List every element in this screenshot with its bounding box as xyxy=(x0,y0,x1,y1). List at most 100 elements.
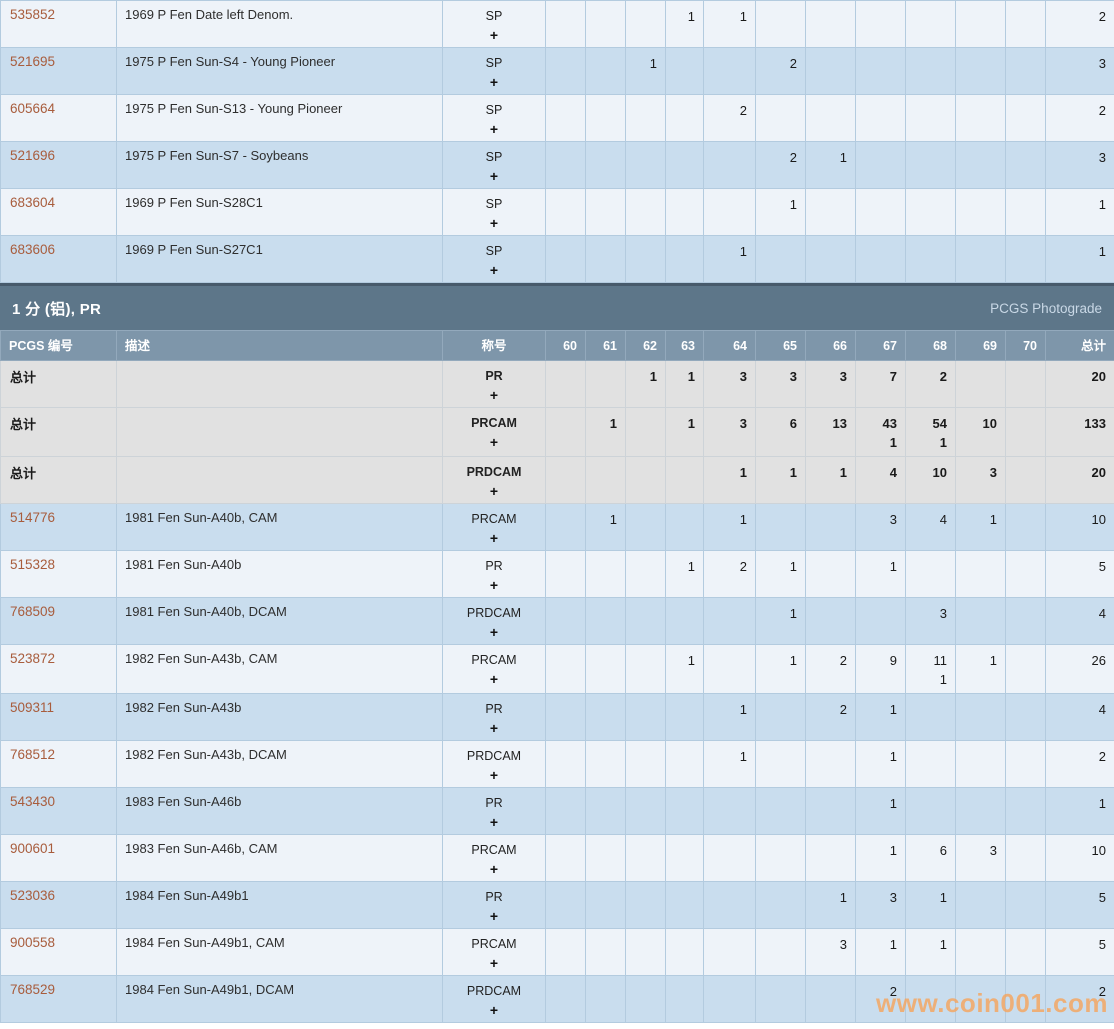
row-total-cell: 20 xyxy=(1045,456,1114,504)
pcgs-number-link[interactable]: 543430 xyxy=(10,794,56,809)
description-cell: 1984 Fen Sun-A49b1 xyxy=(116,881,443,929)
pcgs-number-link[interactable]: 509311 xyxy=(10,700,55,715)
plus-expander-button[interactable]: + xyxy=(489,483,499,499)
grade-count-cell xyxy=(585,360,626,408)
plus-expander-button[interactable]: + xyxy=(489,624,499,640)
grade-count-cell xyxy=(905,787,956,835)
grade-count-cell xyxy=(1005,881,1046,929)
pcgs-number-link[interactable]: 900558 xyxy=(10,935,56,950)
plus-expander-button[interactable]: + xyxy=(489,74,499,90)
grade-count-cell xyxy=(805,188,856,236)
plus-expander-button[interactable]: + xyxy=(489,861,499,877)
grade-count-cell xyxy=(625,644,666,694)
table-row: 900601 1983 Fen Sun-A46b, CAM PRCAM +1 6 3 10 xyxy=(0,834,1114,882)
table-row: 总计 PR +1 1 3 3 3 7 2 20 xyxy=(0,360,1114,408)
grade-count-cell: 3 xyxy=(955,456,1006,504)
designation-label: SP xyxy=(485,150,503,164)
grade-count-cell xyxy=(665,456,704,504)
grade-count-cell xyxy=(755,503,806,551)
plus-expander-button[interactable]: + xyxy=(489,387,499,403)
grade-count-cell xyxy=(755,235,806,283)
pcgs-number-link[interactable]: 514776 xyxy=(10,510,56,525)
plus-expander-button[interactable]: + xyxy=(489,27,499,43)
grade-count-cell xyxy=(625,597,666,645)
pcgs-number-link[interactable]: 521696 xyxy=(10,148,56,163)
grade-count-cell: 1 xyxy=(855,787,906,835)
row-total-cell: 2 xyxy=(1045,0,1114,48)
grade-count-cell: 1 xyxy=(665,407,704,457)
description-cell: 1981 Fen Sun-A40b, CAM xyxy=(116,503,443,551)
pcgs-number-cell: 523036 xyxy=(0,881,117,929)
pr-section-table: PCGS 编号 描述 称号 60 61 62 63 64 65 66 67 68… xyxy=(0,330,1114,1023)
table-row: 543430 1983 Fen Sun-A46b PR +1 1 xyxy=(0,787,1114,835)
pcgs-number-link[interactable]: 535852 xyxy=(10,7,56,22)
grade-count-cell xyxy=(755,787,806,835)
photograde-link[interactable]: PCGS Photograde xyxy=(990,300,1102,316)
grade-count-cell xyxy=(955,141,1006,189)
grade-count-cell xyxy=(625,881,666,929)
plus-expander-button[interactable]: + xyxy=(489,577,499,593)
plus-expander-button[interactable]: + xyxy=(489,530,499,546)
pcgs-number-link[interactable]: 768509 xyxy=(10,604,56,619)
pcgs-number-link[interactable]: 683604 xyxy=(10,195,56,210)
grade-count-cell xyxy=(545,360,586,408)
plus-expander-button[interactable]: + xyxy=(489,434,499,450)
col-header-65: 65 xyxy=(755,330,806,361)
description-cell: 1981 Fen Sun-A40b, DCAM xyxy=(116,597,443,645)
table-row: 768529 1984 Fen Sun-A49b1, DCAM PRDCAM +2 2 xyxy=(0,975,1114,1023)
grade-count-cell: 1 xyxy=(805,881,856,929)
plus-expander-button[interactable]: + xyxy=(489,215,499,231)
description-cell xyxy=(116,360,443,408)
row-total-cell: 3 xyxy=(1045,47,1114,95)
grade-count-cell xyxy=(1005,503,1046,551)
table-row: 523036 1984 Fen Sun-A49b1 PR +1 3 1 5 xyxy=(0,881,1114,929)
pcgs-number-link[interactable]: 521695 xyxy=(10,54,56,69)
pcgs-number-link[interactable]: 683606 xyxy=(10,242,56,257)
sp-section-table: 535852 1969 P Fen Date left Denom. SP +1 1 2 5… xyxy=(0,0,1114,283)
plus-expander-button[interactable]: + xyxy=(489,168,499,184)
plus-expander-button[interactable]: + xyxy=(489,908,499,924)
grade-count-cell xyxy=(1005,360,1046,408)
plus-expander-button[interactable]: + xyxy=(489,262,499,278)
plus-expander-button[interactable]: + xyxy=(489,767,499,783)
grade-count-cell xyxy=(805,834,856,882)
designation-label: PRDCAM xyxy=(466,465,522,479)
pcgs-number-link[interactable]: 768529 xyxy=(10,982,56,997)
plus-expander-button[interactable]: + xyxy=(489,814,499,830)
grade-count-cell xyxy=(1005,740,1046,788)
grade-count-cell xyxy=(625,0,666,48)
row-total-cell: 2 xyxy=(1045,975,1114,1023)
pcgs-number-link[interactable]: 515328 xyxy=(10,557,56,572)
description-cell: 1975 P Fen Sun-S4 - Young Pioneer xyxy=(116,47,443,95)
description-cell: 1982 Fen Sun-A43b, CAM xyxy=(116,644,443,694)
plus-expander-button[interactable]: + xyxy=(489,121,499,137)
designation-cell: PRCAM + xyxy=(442,928,546,976)
pcgs-number-link[interactable]: 605664 xyxy=(10,101,56,116)
table-row: 605664 1975 P Fen Sun-S13 - Young Pioneer… xyxy=(0,94,1114,142)
pcgs-number-link[interactable]: 523872 xyxy=(10,651,56,666)
grade-count-cell: 1 xyxy=(905,881,956,929)
grade-count-cell xyxy=(625,456,666,504)
col-header-total: 总计 xyxy=(1045,330,1114,361)
grade-count-cell xyxy=(805,94,856,142)
grade-count-cell: 1 xyxy=(625,47,666,95)
pcgs-number-link[interactable]: 768512 xyxy=(10,747,56,762)
grade-count-cell: 3 xyxy=(703,360,756,408)
pcgs-number-link[interactable]: 900601 xyxy=(10,841,56,856)
designation-label: PRCAM xyxy=(471,843,517,857)
plus-expander-button[interactable]: + xyxy=(489,955,499,971)
grade-count-cell xyxy=(755,740,806,788)
plus-expander-button[interactable]: + xyxy=(489,671,499,687)
grade-count-cell xyxy=(625,740,666,788)
grade-count-cell: 1 xyxy=(855,693,906,741)
pcgs-number-cell: 543430 xyxy=(0,787,117,835)
grade-count-cell xyxy=(1005,0,1046,48)
plus-expander-button[interactable]: + xyxy=(489,1002,499,1018)
pcgs-number-link[interactable]: 523036 xyxy=(10,888,56,903)
plus-expander-button[interactable]: + xyxy=(489,720,499,736)
designation-cell: SP + xyxy=(442,235,546,283)
grade-count-cell: 2 xyxy=(805,693,856,741)
grade-count-cell xyxy=(545,975,586,1023)
grade-count-cell xyxy=(545,881,586,929)
